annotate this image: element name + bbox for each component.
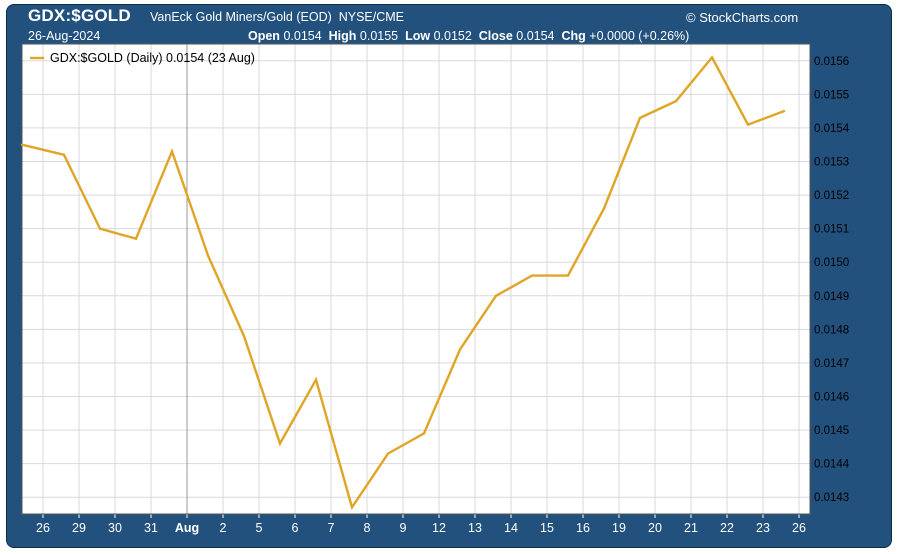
x-tick-label: 7 [328, 521, 335, 535]
data-point [530, 274, 534, 277]
data-point [602, 207, 606, 210]
x-tick-label: 9 [400, 521, 407, 535]
data-point [458, 348, 462, 351]
data-point [566, 274, 570, 277]
ohlc-readout: Open 0.0154 High 0.0155 Low 0.0152 Close… [248, 29, 689, 43]
y-tick-label: 0.0147 [814, 358, 849, 370]
x-tick-label: 15 [540, 521, 554, 535]
high-label: High [328, 29, 357, 43]
y-tick-label: 0.0149 [814, 291, 849, 303]
x-tick-label: 26 [36, 521, 50, 535]
close-label: Close [478, 29, 513, 43]
data-point [170, 150, 174, 153]
data-point [494, 294, 498, 297]
x-tick-label: 23 [756, 521, 770, 535]
plot-border [21, 43, 811, 515]
y-tick-label: 0.0150 [814, 257, 849, 269]
data-point [20, 143, 24, 146]
y-tick-label: 0.0154 [814, 123, 850, 135]
data-point [638, 116, 642, 120]
exchange-text: NYSE/CME [338, 10, 405, 24]
open-label: Open [248, 29, 280, 43]
y-tick-label: 0.0152 [814, 190, 849, 202]
y-tick-label: 0.0156 [814, 56, 849, 68]
data-point [710, 56, 714, 59]
open-value: 0.0154 [283, 29, 322, 43]
x-tick-label: 19 [612, 521, 626, 535]
low-label: Low [405, 29, 431, 43]
y-tick-label: 0.0145 [814, 425, 849, 437]
y-tick-label: 0.0144 [814, 459, 850, 471]
data-point [782, 109, 786, 113]
chg-label: Chg [561, 29, 586, 43]
chg-value: +0.0000 (+0.26%) [589, 29, 690, 43]
data-point [62, 153, 66, 156]
x-tick-label: 29 [72, 521, 86, 535]
month-label: Aug [175, 521, 199, 535]
data-point [98, 227, 102, 230]
description-text: VanEck Gold Miners/Gold (EOD) [150, 10, 332, 24]
legend-label: GDX:$GOLD (Daily) 0.0154 (23 Aug) [50, 51, 255, 65]
x-tick-label: 22 [720, 521, 734, 535]
data-point [278, 442, 282, 445]
x-tick-label: 16 [576, 521, 590, 535]
series-line-gdx-gold [21, 55, 785, 511]
y-tick-label: 0.0155 [814, 89, 849, 101]
x-tick-label: 2 [220, 521, 227, 535]
data-point [386, 452, 390, 455]
x-tick-label: 6 [292, 521, 299, 535]
data-point [350, 506, 354, 509]
x-tick-label: 13 [468, 521, 482, 535]
y-tick-label: 0.0153 [814, 157, 849, 169]
data-point [134, 237, 138, 240]
brand-watermark: © StockCharts.com [686, 10, 799, 25]
data-point [206, 254, 210, 257]
x-tick-label: 30 [108, 521, 122, 535]
y-tick-label: 0.0148 [814, 324, 849, 336]
chart-description: VanEck Gold Miners/Gold (EOD) NYSE/CME [150, 10, 404, 24]
x-tick-label: 20 [648, 521, 662, 535]
x-tick-label: 8 [364, 521, 371, 535]
x-tick-label: 5 [256, 521, 263, 535]
x-tick-label: 12 [432, 521, 446, 535]
close-value: 0.0154 [516, 29, 555, 43]
y-tick-label: 0.0143 [814, 492, 849, 504]
x-tick-label: 14 [504, 521, 518, 535]
y-tick-label: 0.0151 [814, 224, 849, 236]
chart-date: 26-Aug-2024 [28, 29, 101, 43]
low-value: 0.0152 [433, 29, 472, 43]
x-tick-label: 31 [144, 521, 158, 535]
data-point [242, 334, 246, 338]
data-point [746, 123, 750, 126]
data-point [314, 378, 318, 381]
high-value: 0.0155 [359, 29, 399, 43]
y-tick-label: 0.0146 [814, 392, 849, 404]
ticker-symbol: GDX:$GOLD [28, 6, 131, 25]
x-tick-label: 26 [792, 521, 806, 535]
data-point [422, 432, 426, 435]
x-tick-label: 21 [684, 521, 698, 535]
data-point [674, 99, 678, 103]
plot-area [22, 44, 810, 514]
